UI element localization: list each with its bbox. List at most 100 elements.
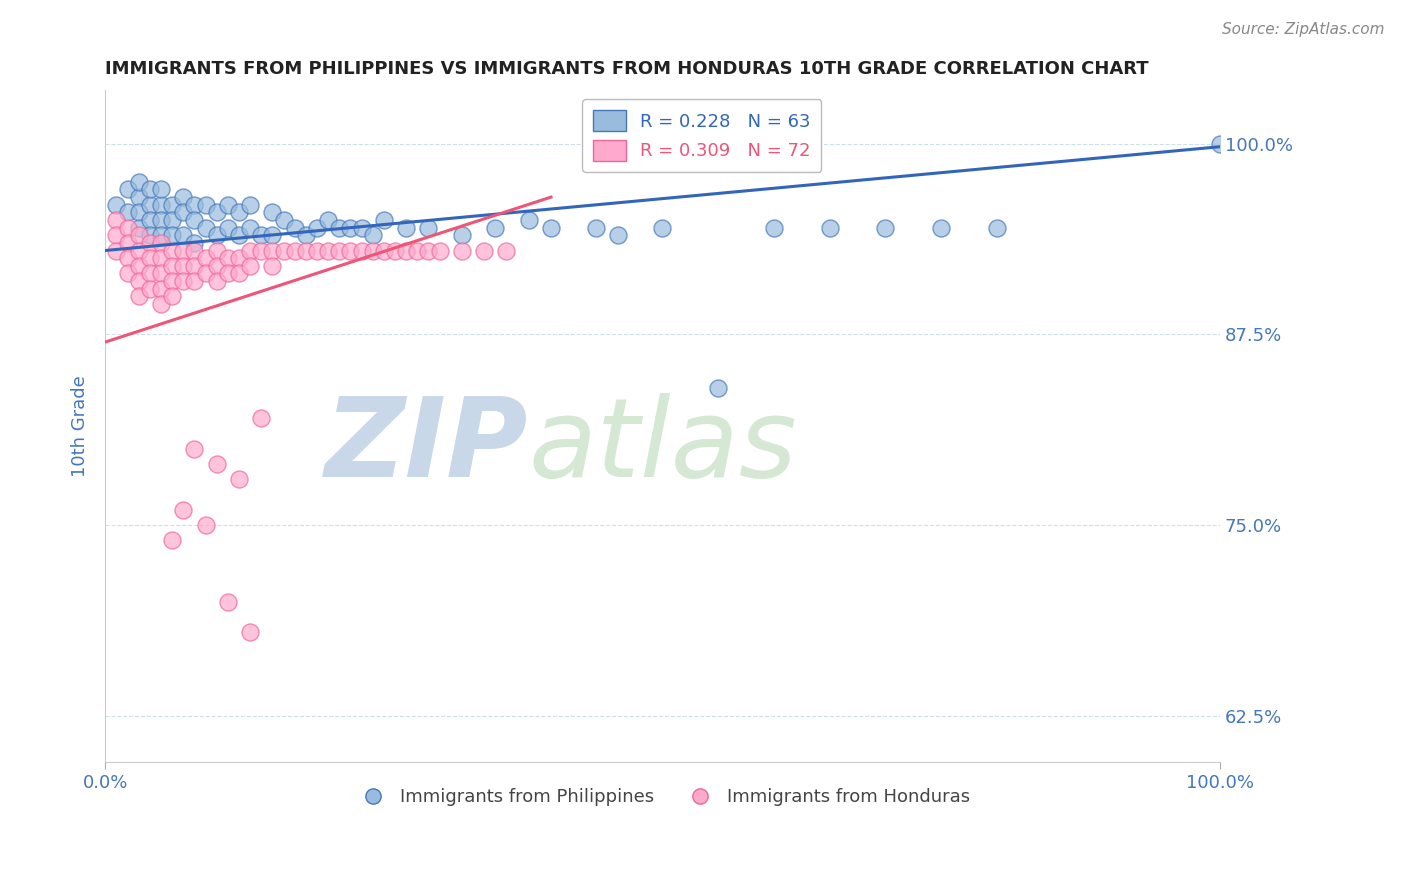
Point [205,274,228,288]
Point [194,220,217,235]
Point [316,213,339,227]
Point [117,182,139,196]
Point [194,251,217,265]
Point [217,198,239,212]
Point [228,251,250,265]
Point [160,533,183,548]
Point [384,244,406,258]
Point [194,518,217,533]
Point [139,182,162,196]
Point [105,198,128,212]
Point [105,244,128,258]
Point [606,228,628,243]
Point [305,244,328,258]
Point [262,228,284,243]
Point [160,244,183,258]
Point [117,267,139,281]
Point [217,267,239,281]
Point [117,235,139,250]
Point [217,220,239,235]
Y-axis label: 10th Grade: 10th Grade [72,376,89,477]
Point [217,594,239,608]
Point [160,213,183,227]
Point [239,244,262,258]
Text: IMMIGRANTS FROM PHILIPPINES VS IMMIGRANTS FROM HONDURAS 10TH GRADE CORRELATION C: IMMIGRANTS FROM PHILIPPINES VS IMMIGRANT… [105,60,1149,78]
Point [818,220,841,235]
Point [105,228,128,243]
Point [361,244,384,258]
Point [517,213,540,227]
Point [183,442,205,456]
Point [160,289,183,303]
Point [875,220,897,235]
Point [273,244,295,258]
Point [395,244,418,258]
Point [1209,136,1232,151]
Legend: Immigrants from Philippines, Immigrants from Honduras: Immigrants from Philippines, Immigrants … [347,780,977,814]
Point [250,411,273,425]
Point [128,244,150,258]
Point [495,244,517,258]
Point [429,244,451,258]
Point [160,228,183,243]
Point [484,220,506,235]
Point [305,220,328,235]
Point [160,259,183,273]
Point [149,282,172,296]
Point [205,205,228,219]
Point [373,244,395,258]
Point [373,213,395,227]
Point [149,235,172,250]
Point [139,267,162,281]
Point [128,220,150,235]
Point [239,259,262,273]
Point [172,503,194,517]
Point [139,228,162,243]
Point [361,228,384,243]
Point [172,228,194,243]
Point [160,274,183,288]
Point [172,259,194,273]
Point [350,220,373,235]
Point [295,244,318,258]
Point [172,274,194,288]
Point [450,244,472,258]
Point [194,198,217,212]
Point [183,213,205,227]
Point [139,235,162,250]
Point [986,220,1008,235]
Point [117,251,139,265]
Point [149,228,172,243]
Point [205,457,228,471]
Point [273,213,295,227]
Point [149,267,172,281]
Point [183,274,205,288]
Text: Source: ZipAtlas.com: Source: ZipAtlas.com [1222,22,1385,37]
Point [205,228,228,243]
Point [339,244,361,258]
Point [406,244,429,258]
Point [250,244,273,258]
Point [128,175,150,189]
Point [228,205,250,219]
Point [929,220,952,235]
Point [149,213,172,227]
Point [284,244,307,258]
Point [117,205,139,219]
Point [172,244,194,258]
Point [149,198,172,212]
Point [128,190,150,204]
Point [217,251,239,265]
Point [585,220,607,235]
Point [239,625,262,640]
Point [228,267,250,281]
Point [328,244,350,258]
Point [183,235,205,250]
Text: ZIP: ZIP [325,392,529,500]
Point [139,282,162,296]
Point [149,182,172,196]
Point [160,198,183,212]
Point [328,220,350,235]
Point [395,220,418,235]
Point [205,259,228,273]
